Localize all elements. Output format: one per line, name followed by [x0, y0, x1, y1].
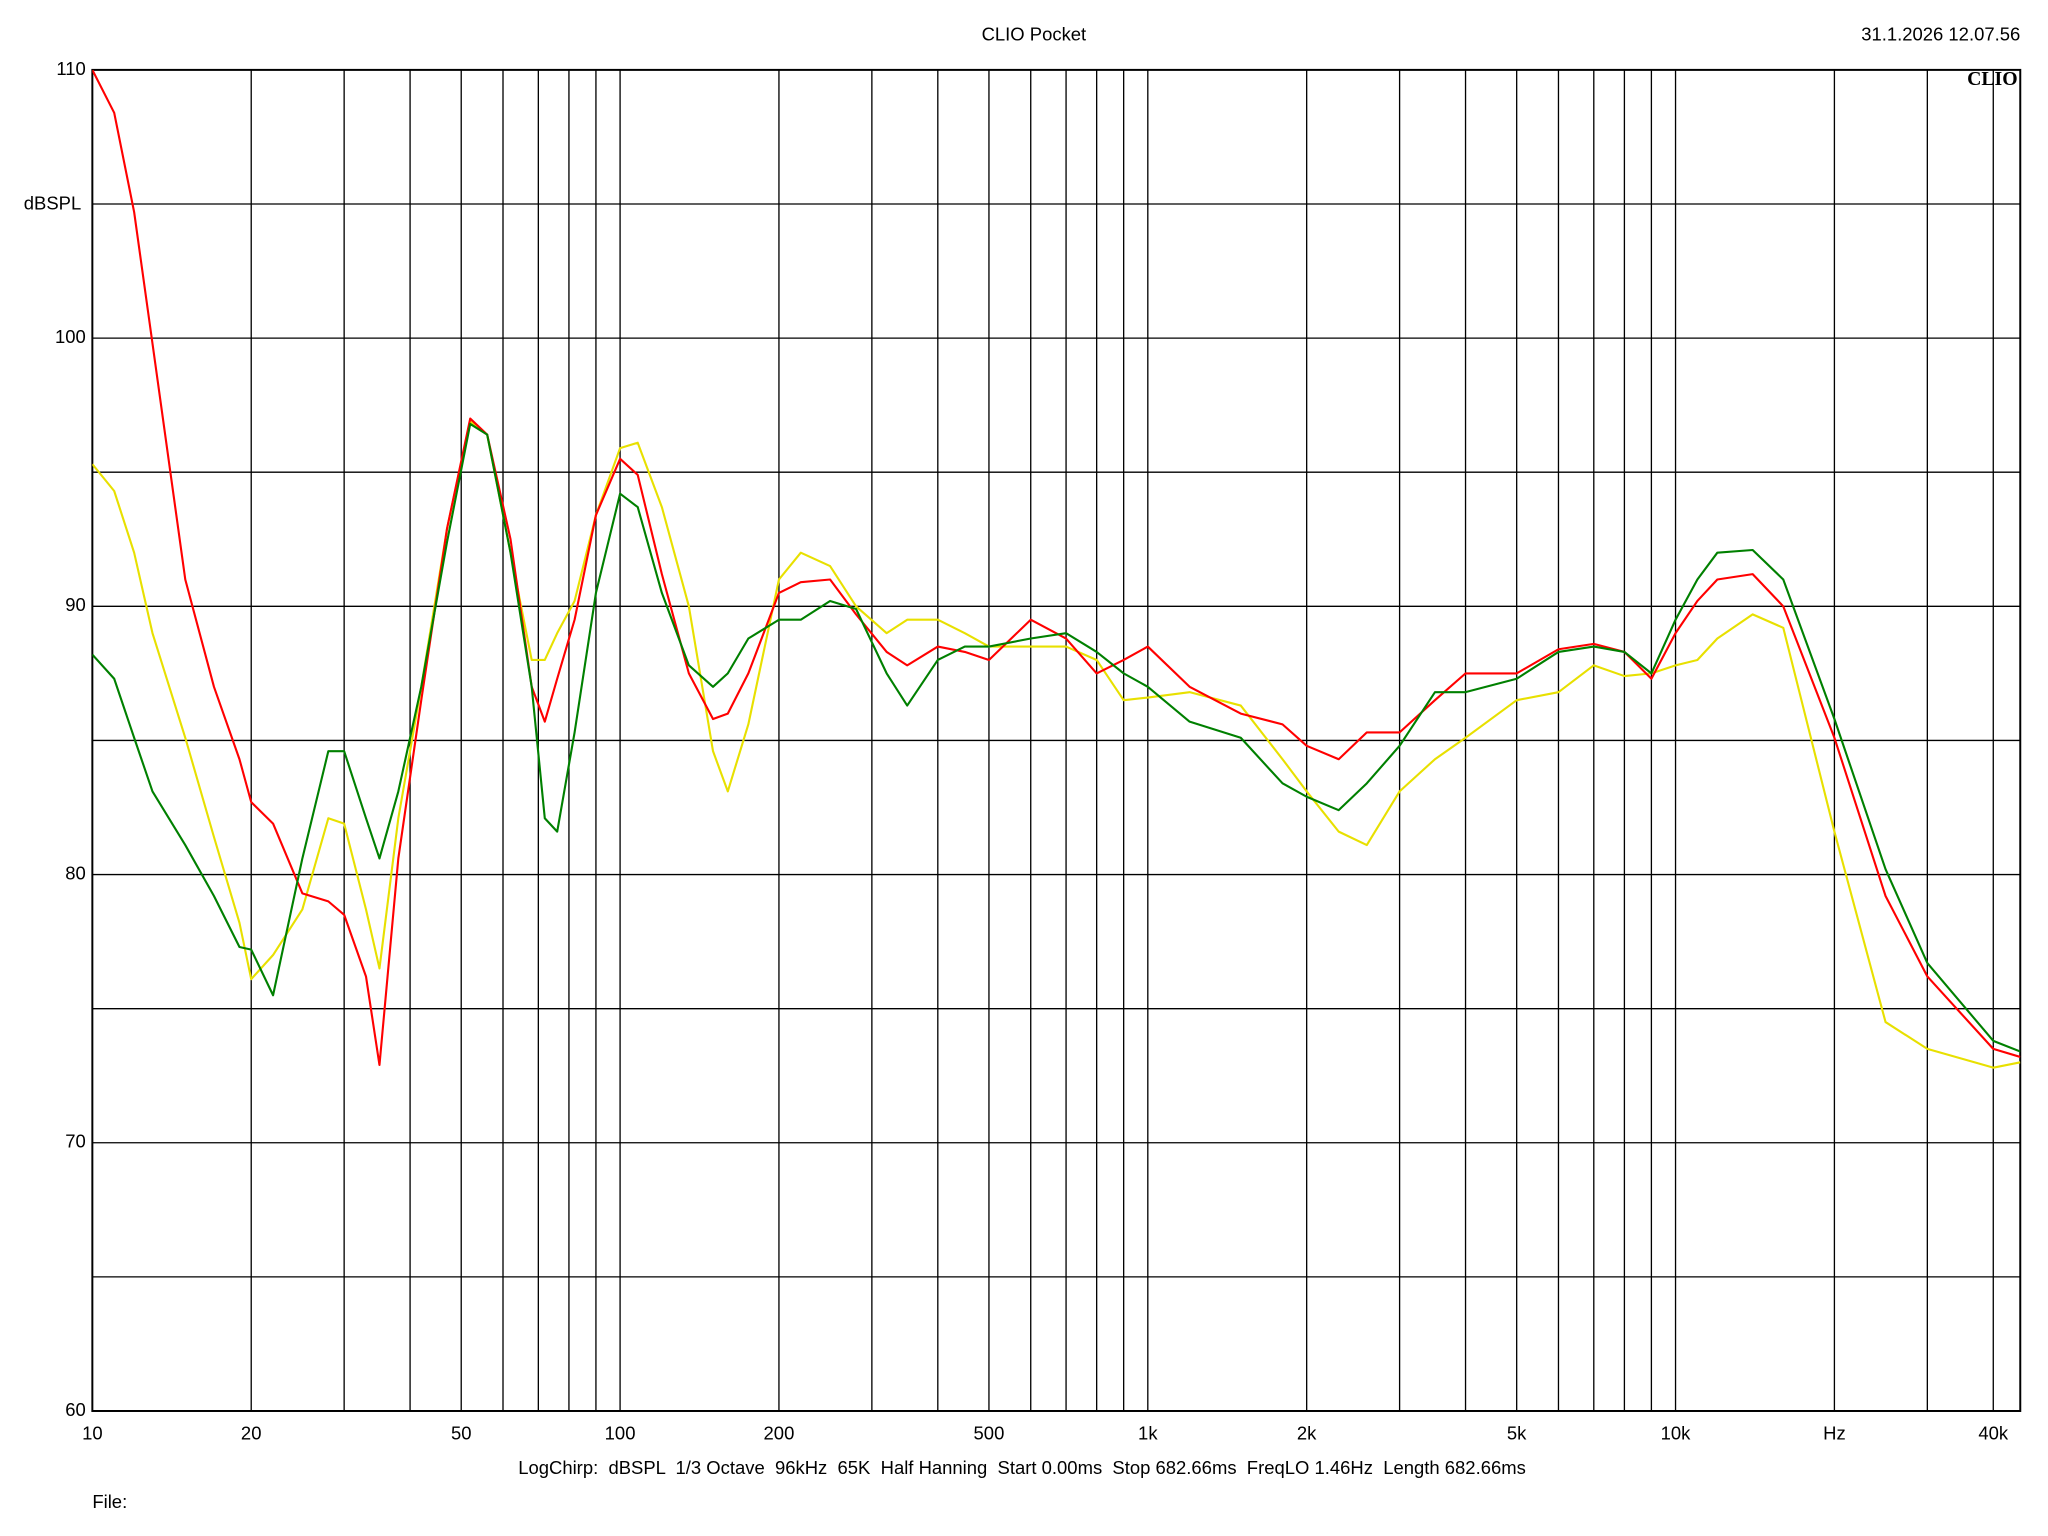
y-tick-label: 110	[56, 58, 85, 79]
x-tick-label: 200	[764, 1423, 795, 1444]
y-tick-label: 90	[65, 594, 86, 615]
x-tick-label: 10k	[1661, 1423, 1692, 1444]
y-tick-label: 100	[55, 326, 86, 347]
x-tick-label: 20	[241, 1423, 262, 1444]
timestamp: 31.1.2026 12.07.56	[1861, 23, 2020, 44]
x-tick-label: 50	[451, 1423, 472, 1444]
x-tick-label: 2k	[1297, 1423, 1317, 1444]
logo: CLIO	[1967, 68, 2018, 90]
file-label: File:	[92, 1491, 127, 1512]
y-tick-label: 60	[65, 1399, 86, 1420]
x-tick-label: 40k	[1978, 1423, 2009, 1444]
series-line	[92, 420, 2021, 1069]
y-axis-label: dBSPL	[24, 192, 81, 213]
settings: LogChirp: dBSPL 1/3 Octave 96kHz 65K Hal…	[518, 1457, 1526, 1478]
plot-frame	[91, 68, 2022, 1412]
series-line	[92, 69, 2021, 1067]
x-tick-label: 100	[605, 1423, 636, 1444]
x-tick-label: 500	[974, 1423, 1005, 1444]
y-tick-label: 70	[65, 1131, 86, 1152]
series-line	[92, 422, 2021, 1053]
x-tick-label: 5k	[1507, 1423, 1527, 1444]
y-tick-label: 80	[65, 862, 86, 883]
x-tick-label: 10	[82, 1423, 103, 1444]
chart-title: CLIO Pocket	[982, 23, 1087, 44]
x-tick-label: Hz	[1823, 1423, 1846, 1444]
x-tick-label: 1k	[1138, 1423, 1158, 1444]
